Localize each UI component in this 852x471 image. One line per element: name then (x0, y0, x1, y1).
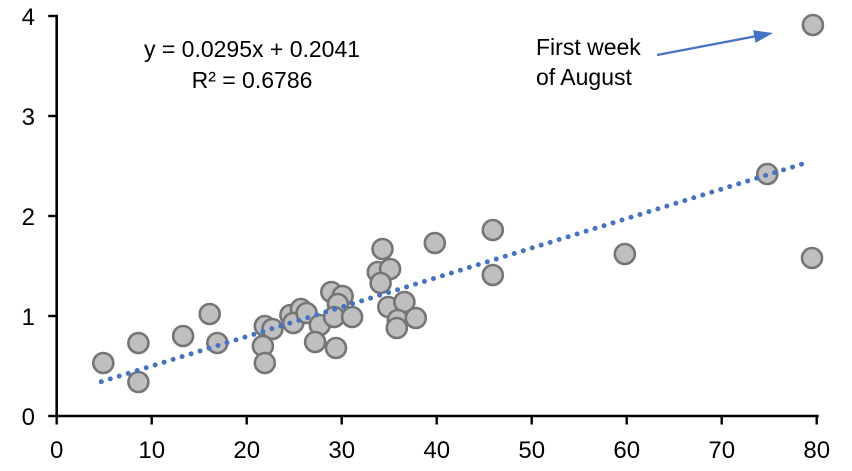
data-point (127, 370, 150, 394)
x-tick-label: 80 (803, 437, 830, 464)
data-point (198, 302, 221, 326)
trendline (98, 160, 809, 385)
data-point (303, 330, 327, 354)
annotation-line2: of August (536, 64, 632, 90)
data-point (324, 336, 348, 360)
data-point (92, 351, 115, 375)
equation-r-squared: R² = 0.6786 (191, 67, 313, 93)
data-point (481, 263, 505, 287)
y-tick-label: 1 (22, 304, 35, 331)
data-point (385, 316, 409, 340)
data-point (371, 237, 394, 261)
data-point (404, 306, 428, 330)
data-point (801, 13, 825, 37)
x-tick-label: 50 (518, 437, 545, 464)
data-point (127, 331, 150, 355)
data-point (340, 305, 364, 329)
y-tick-label: 4 (22, 4, 35, 31)
trendline-equation: y = 0.0295x + 0.2041 R² = 0.6786 (122, 34, 382, 96)
equation-formula: y = 0.0295x + 0.2041 (143, 36, 361, 62)
data-point (253, 351, 277, 375)
y-tick-label: 2 (22, 204, 35, 231)
data-point (481, 218, 505, 242)
x-tick-label: 40 (423, 437, 450, 464)
x-tick-label: 0 (50, 437, 63, 464)
x-tick-label: 10 (138, 437, 165, 464)
annotation-line1: First week (536, 34, 641, 60)
data-point (800, 246, 824, 270)
x-tick-label: 70 (708, 437, 735, 464)
annotation-arrowhead (753, 30, 773, 43)
y-tick-label: 0 (22, 404, 35, 431)
data-point (369, 271, 392, 295)
x-tick-label: 60 (613, 437, 640, 464)
data-point (171, 324, 195, 348)
data-point (613, 242, 637, 266)
annotation-arrow-line (656, 35, 755, 57)
x-tick-label: 20 (233, 437, 260, 464)
data-point (423, 231, 447, 255)
annotation-label: First week of August (536, 32, 676, 92)
y-tick-label: 3 (22, 104, 35, 131)
x-tick-label: 30 (328, 437, 355, 464)
